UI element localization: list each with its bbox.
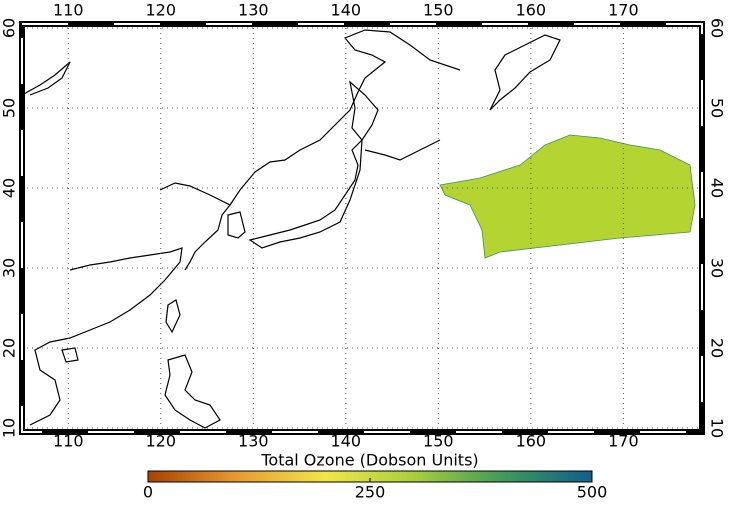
y-tick-label-right: 60 xyxy=(708,18,727,38)
y-tick-label-left: 10 xyxy=(0,418,19,438)
y-tick-label-left: 40 xyxy=(0,178,19,198)
ozone-swath xyxy=(439,134,696,259)
y-tick-label-right: 50 xyxy=(708,98,727,118)
colorbar-label: Total Ozone (Dobson Units) xyxy=(260,451,478,470)
x-tick-label-bottom: 130 xyxy=(238,432,269,451)
map-frame-pattern xyxy=(21,23,703,433)
y-tick-label-right: 40 xyxy=(708,178,727,198)
coastlines xyxy=(21,29,561,429)
x-tick-label-bottom: 110 xyxy=(53,432,84,451)
colorbar-tick-label: 0 xyxy=(143,483,153,502)
x-tick-label-top: 140 xyxy=(331,1,362,20)
colorbar-tick-label: 500 xyxy=(577,483,608,502)
y-tick-label-right: 10 xyxy=(708,418,727,438)
x-tick-label-bottom: 150 xyxy=(423,432,454,451)
y-tick-label-left: 60 xyxy=(0,18,19,38)
y-tick-label-right: 30 xyxy=(708,258,727,278)
x-tick-label-top: 150 xyxy=(423,1,454,20)
x-tick-label-top: 120 xyxy=(146,1,177,20)
x-tick-label-bottom: 170 xyxy=(608,432,639,451)
x-tick-label-bottom: 140 xyxy=(331,432,362,451)
y-tick-label-right: 20 xyxy=(708,338,727,358)
y-tick-label-left: 50 xyxy=(0,98,19,118)
y-tick-label-left: 20 xyxy=(0,338,19,358)
colorbar-tick-label: 250 xyxy=(355,483,386,502)
x-tick-label-bottom: 120 xyxy=(146,432,177,451)
y-tick-label-left: 30 xyxy=(0,258,19,278)
x-tick-label-bottom: 160 xyxy=(516,432,547,451)
x-tick-label-top: 110 xyxy=(53,1,84,20)
x-tick-label-top: 160 xyxy=(516,1,547,20)
x-tick-label-top: 130 xyxy=(238,1,269,20)
x-tick-label-top: 170 xyxy=(608,1,639,20)
